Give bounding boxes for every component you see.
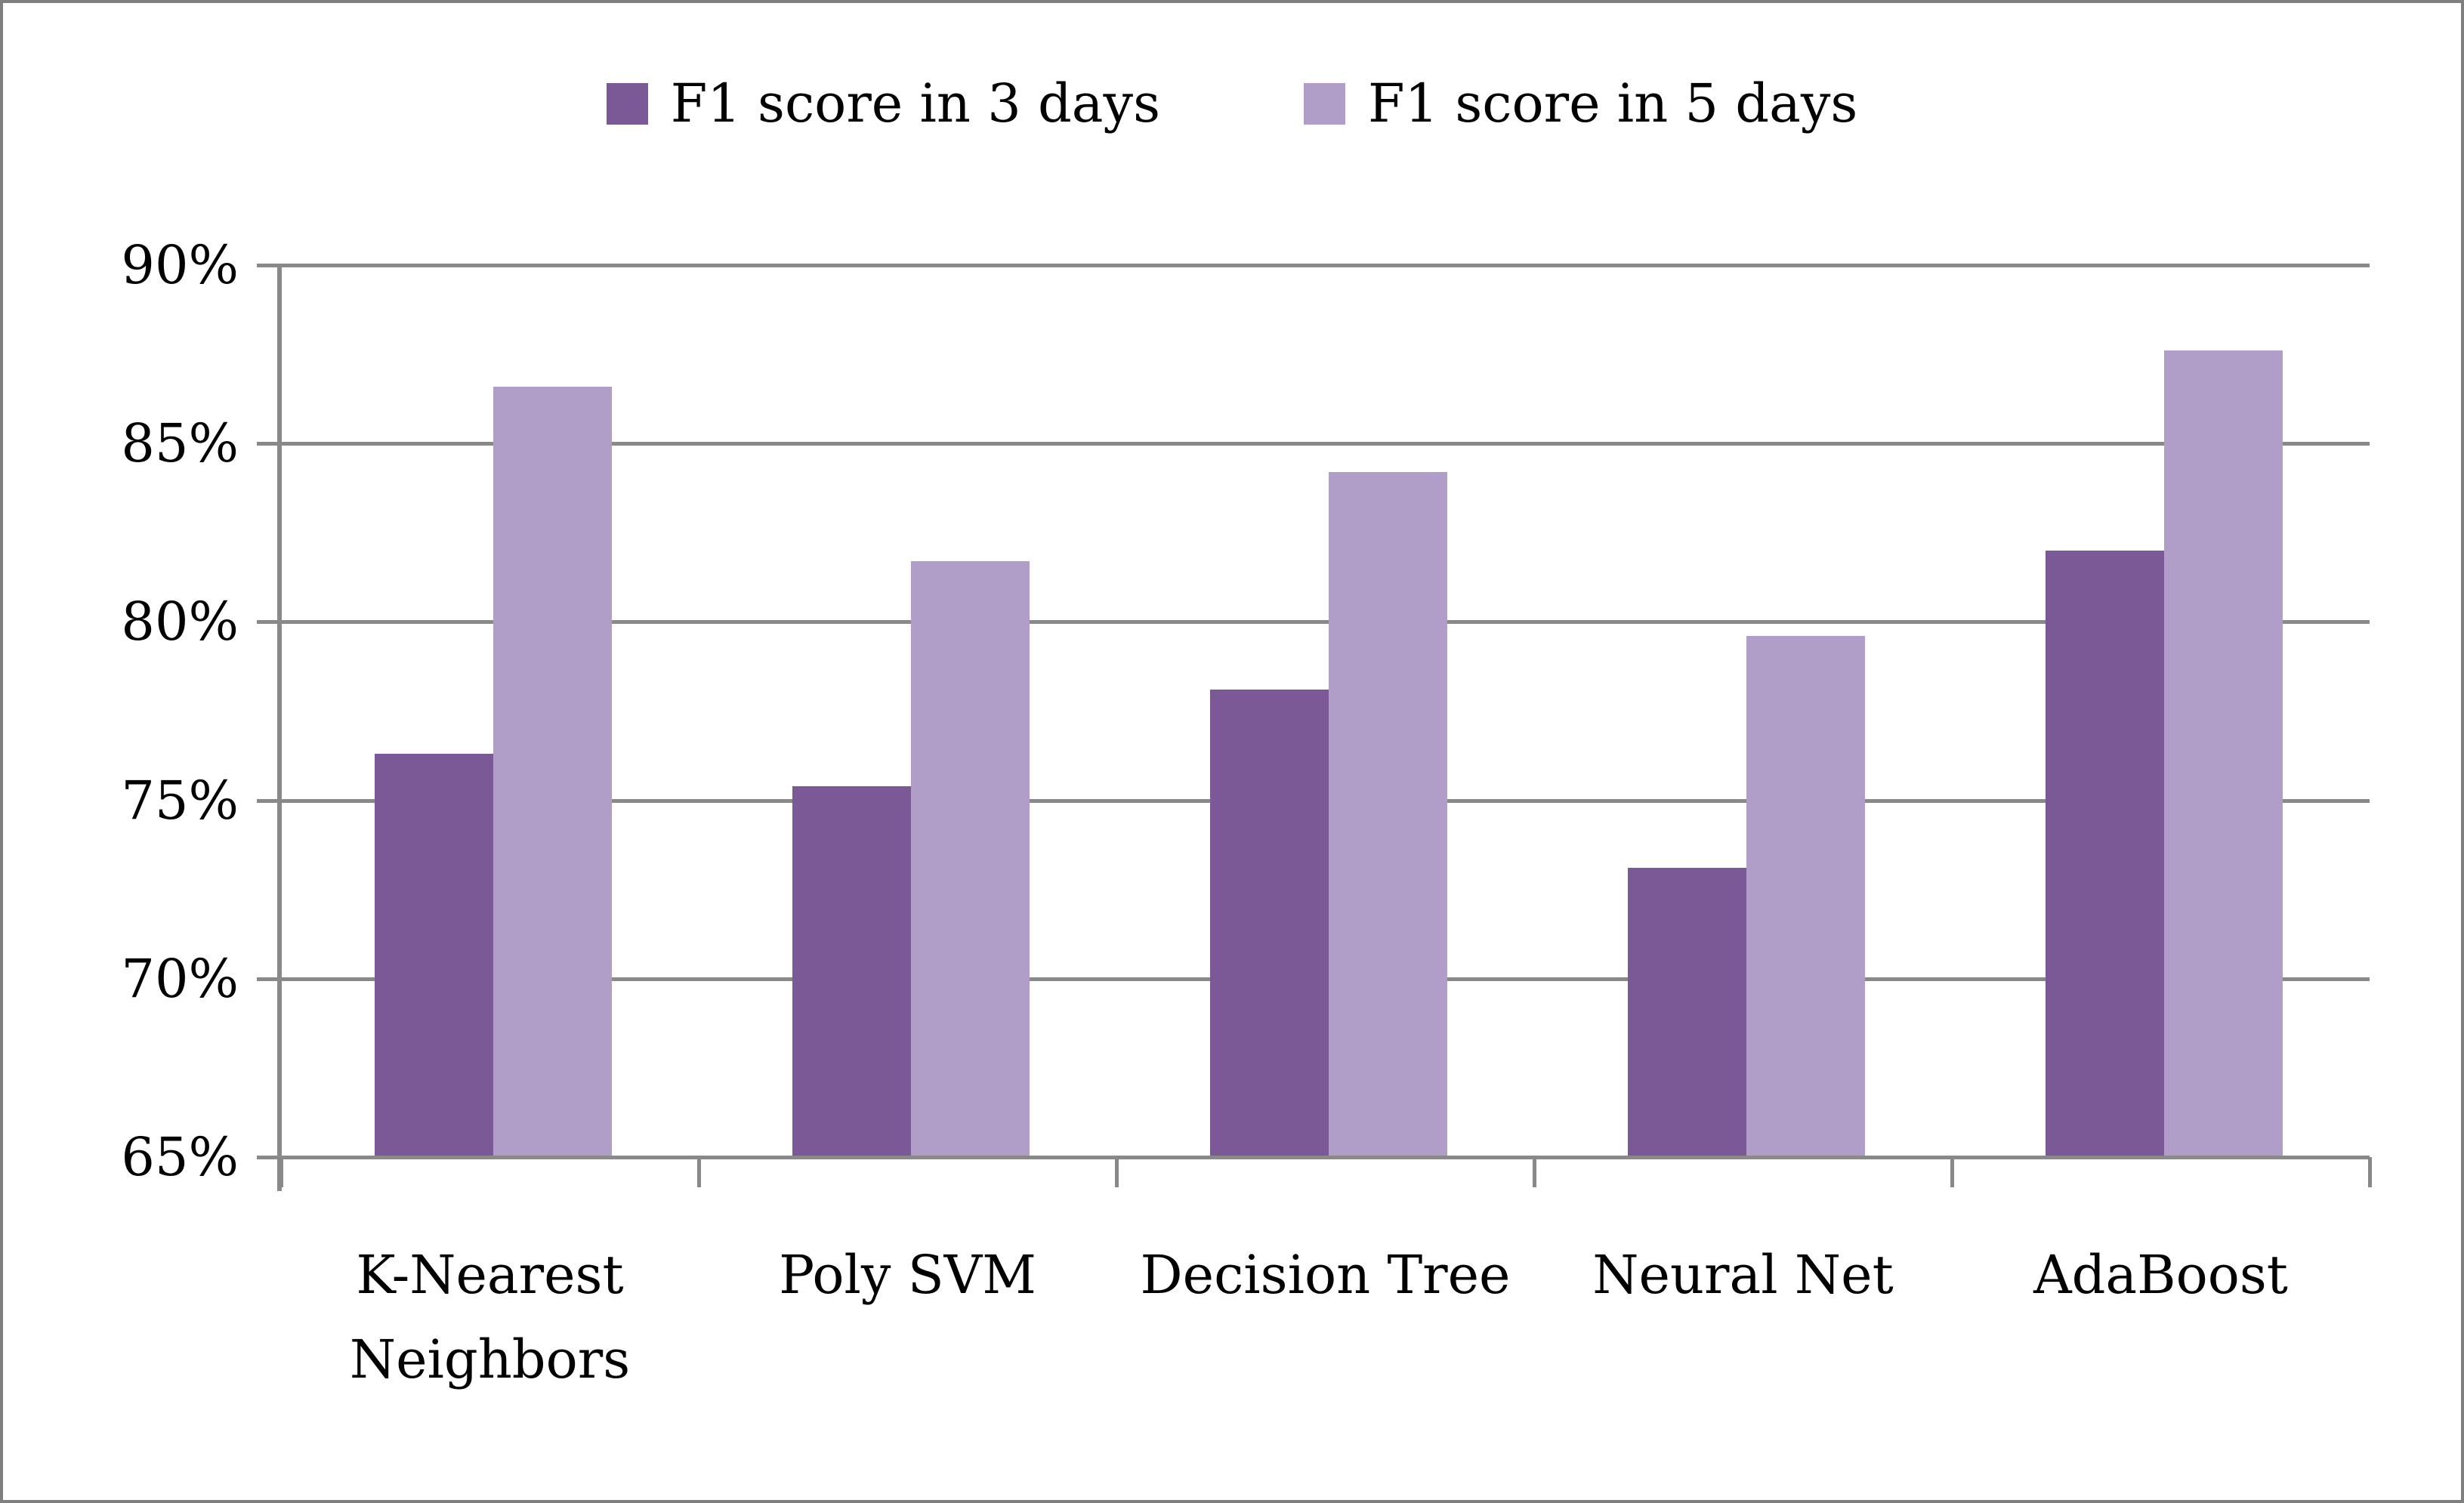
bar-series-2-k-nearest-neighbors (493, 386, 612, 1157)
y-axis-label-85: 85% (121, 412, 239, 475)
y-axis-tick-80 (257, 620, 281, 625)
legend-label-f1-5-days: F1 score in 5 days (1368, 73, 1858, 134)
x-axis-tick-3 (1533, 1157, 1536, 1187)
bar-series-2-poly-svm (911, 561, 1030, 1157)
legend-item-f1-5-days: F1 score in 5 days (1304, 77, 1857, 130)
y-axis-tick-90 (257, 264, 281, 267)
y-axis-label-75: 75% (121, 769, 239, 832)
bar-series-2-neural-net (1746, 636, 1865, 1157)
legend-swatch-f1-5-days (1304, 82, 1345, 125)
gridline-85 (281, 442, 2370, 446)
gridline-80 (281, 620, 2370, 625)
x-axis-category-label-5: AdaBoost (2033, 1244, 2288, 1306)
legend-label-f1-3-days: F1 score in 3 days (670, 73, 1160, 134)
bar-series-1-neural-net (1628, 868, 1746, 1157)
x-axis-tick-4 (1950, 1157, 1954, 1187)
x-axis-line (281, 1156, 2370, 1159)
bar-series-1-poly-svm (792, 785, 911, 1157)
bar-series-2-decision-tree (1329, 471, 1447, 1157)
chart-legend: F1 score in 3 days F1 score in 5 days (3, 77, 2461, 130)
y-axis-label-65: 65% (121, 1126, 239, 1188)
y-axis-line (277, 265, 282, 1191)
x-axis-category-label-4: Neural Net (1592, 1244, 1894, 1306)
x-axis-tick-1 (697, 1157, 701, 1187)
gridline-90 (281, 264, 2370, 267)
y-axis-label-70: 70% (121, 947, 239, 1010)
legend-item-f1-3-days: F1 score in 3 days (606, 73, 1160, 134)
x-axis-tick-0 (279, 1157, 283, 1187)
x-axis-category-label-3: Decision Tree (1140, 1244, 1511, 1306)
y-axis-tick-65 (257, 1156, 281, 1159)
x-axis-category-label-1: K-Nearest Neighbors (349, 1244, 631, 1390)
bar-series-1-decision-tree (1210, 690, 1329, 1157)
y-axis-tick-70 (257, 977, 281, 981)
x-axis-category-label-2: Poly SVM (779, 1244, 1036, 1306)
x-axis-tick-5 (2368, 1157, 2372, 1187)
y-axis-tick-85 (257, 442, 281, 446)
bar-series-1-k-nearest-neighbors (375, 754, 493, 1157)
bar-series-1-adaboost (2046, 550, 2164, 1157)
y-axis-label-90: 90% (121, 234, 239, 296)
bar-series-2-adaboost (2164, 350, 2283, 1157)
x-axis-tick-2 (1115, 1157, 1119, 1187)
y-axis-label-80: 80% (121, 591, 239, 653)
legend-swatch-f1-3-days (606, 82, 648, 125)
y-axis-tick-75 (257, 798, 281, 803)
